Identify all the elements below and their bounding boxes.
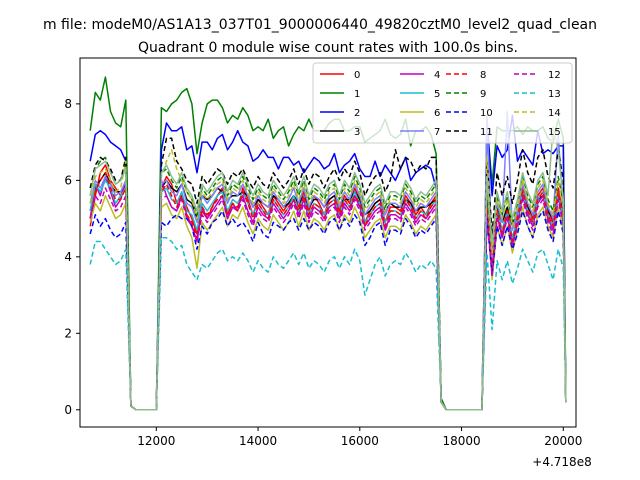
y-tick-label: 2	[64, 326, 72, 340]
legend-label-2: 2	[354, 108, 360, 119]
legend-label-13: 13	[548, 89, 561, 100]
series-line-14	[89, 149, 567, 411]
series-line-15	[89, 126, 567, 411]
legend-label-7: 7	[434, 127, 440, 138]
plot-area	[79, 57, 577, 428]
x-tick-label: 18000	[442, 434, 480, 448]
x-axis: 12000 14000 16000 18000 20000	[137, 427, 582, 448]
y-tick-label: 0	[64, 403, 72, 417]
legend-box	[312, 62, 573, 144]
series-line-13	[89, 236, 567, 411]
x-tick-label: 20000	[544, 434, 582, 448]
series-line-12	[89, 187, 567, 411]
legend-label-9: 9	[480, 89, 486, 100]
x-tick-label: 12000	[137, 434, 175, 448]
legend-label-3: 3	[354, 127, 360, 138]
legend-label-15: 15	[548, 127, 561, 138]
series-layer	[89, 76, 567, 411]
y-axis: 0 2 4 6 8	[64, 97, 80, 417]
legend-label-10: 10	[480, 108, 493, 119]
series-line-8	[89, 171, 567, 411]
legend-label-0: 0	[354, 70, 360, 81]
legend-label-8: 8	[480, 70, 486, 81]
y-tick-label: 4	[64, 250, 72, 264]
legend-label-14: 14	[548, 108, 561, 119]
legend-label-6: 6	[434, 108, 440, 119]
y-tick-label: 6	[64, 173, 72, 187]
legend-label-1: 1	[354, 89, 360, 100]
legend-label-5: 5	[434, 89, 440, 100]
series-line-7	[89, 110, 567, 411]
x-offset-label: +4.718e8	[532, 455, 591, 469]
chart-title: Quadrant 0 module wise count rates with …	[138, 40, 518, 56]
legend-label-11: 11	[480, 127, 493, 138]
legend-label-12: 12	[548, 70, 561, 81]
chart-suptitle: m file: modeM0/AS1A13_037T01_9000006440_…	[43, 17, 597, 33]
x-tick-label: 14000	[239, 434, 277, 448]
series-line-10	[89, 210, 567, 411]
y-tick-label: 8	[64, 97, 72, 111]
x-tick-label: 16000	[341, 434, 379, 448]
series-line-11	[89, 137, 567, 411]
legend-label-4: 4	[434, 70, 440, 81]
